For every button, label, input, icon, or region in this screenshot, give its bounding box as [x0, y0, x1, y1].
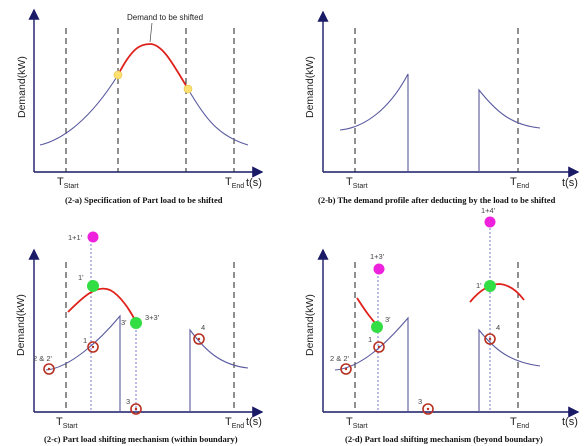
label-1: 1 [83, 336, 87, 345]
shifted-segment-right [469, 283, 525, 303]
y-axis-label: Demand(kW) [15, 294, 27, 356]
label-4: 4 [201, 323, 205, 332]
panel-d: Demand(kW) t(s) 1+3' 3' 1+4' 1' 1 2 & 2'… [304, 206, 580, 444]
shift-start-marker [113, 70, 123, 80]
point-3 [422, 403, 434, 415]
label-3-plus-3p: 3+3' [145, 313, 160, 322]
point-4 [484, 333, 496, 345]
t-end-label: TEnd [510, 176, 529, 190]
label-1-plus-4p: 1+4' [481, 206, 496, 215]
panel-a: Demand(kW) t(s) Demand to be shifted TSt… [16, 8, 264, 205]
t-start-label: TStart [57, 176, 79, 190]
point-1p [87, 280, 99, 292]
shifted-load-segment [67, 287, 137, 323]
point-1 [373, 341, 385, 353]
demand-curve-left [39, 74, 119, 146]
point-4 [193, 333, 205, 345]
label-3p: 3' [121, 318, 127, 327]
label-1p: 1' [78, 273, 84, 282]
t-end-label: TEnd [225, 176, 244, 190]
point-3 [130, 403, 142, 415]
label-3: 3 [418, 397, 422, 406]
annotation-pointer [149, 22, 153, 43]
shift-end-marker [183, 84, 193, 94]
label-1p: 1' [476, 281, 482, 290]
point-1p [484, 280, 496, 292]
demand-curve-right [187, 88, 249, 146]
y-axis-label: Demand(kW) [304, 294, 316, 356]
caption-a: (2-a) Specification of Part load to be s… [65, 195, 223, 205]
x-axis-label: t(s) [562, 416, 578, 428]
t-start-label: TStart [56, 416, 78, 430]
label-2-2p: 2 & 2' [330, 354, 350, 363]
point-2-2p [43, 363, 55, 375]
caption-c: (2-c) Part load shifting mechanism (with… [44, 434, 238, 444]
label-3p: 3' [385, 315, 391, 324]
point-3p [371, 321, 383, 333]
y-axis-label: Demand(kW) [304, 56, 316, 118]
t-start-label: TStart [346, 176, 368, 190]
reduced-curve-left [334, 316, 409, 412]
t-end-label: TEnd [225, 416, 244, 430]
point-1-plus-3p [373, 263, 385, 275]
x-axis-label: t(s) [562, 177, 578, 189]
x-axis-label: t(s) [246, 177, 262, 189]
label-1-plus-1p: 1+1' [68, 233, 83, 242]
reduced-curve-right [478, 328, 541, 412]
panel-c: Demand(kW) t(s) 1+1' 1' 3+3' 3' 1 2 & 2'… [15, 231, 264, 444]
label-2-2p: 2 & 2' [33, 354, 53, 363]
caption-b: (2-b) The demand profile after deducting… [318, 195, 556, 205]
label-3: 3 [126, 397, 130, 406]
t-start-label: TStart [346, 416, 368, 430]
x-axis-label: t(s) [246, 416, 262, 428]
point-2-2p [340, 363, 352, 375]
y-axis-label: Demand(kW) [16, 56, 28, 118]
t-end-label: TEnd [510, 416, 529, 430]
demand-to-shift-segment [117, 43, 189, 90]
point-1-plus-4p [484, 216, 496, 228]
demand-annotation: Demand to be shifted [127, 13, 203, 22]
point-3-plus-3p [130, 317, 142, 329]
reduced-curve-left [45, 314, 121, 412]
panel-b: Demand(kW) t(s) TStart TEnd (2-b) The de… [304, 10, 580, 205]
caption-d: (2-d) Part load shifting mechanism (beyo… [345, 434, 543, 444]
point-1-plus-1p [87, 231, 99, 243]
point-1 [87, 341, 99, 353]
label-1-plus-3p: 1+3' [370, 252, 385, 261]
label-4: 4 [496, 323, 500, 332]
reduced-curve-left [339, 73, 409, 172]
reduced-curve-right [189, 328, 249, 412]
reduced-curve-right [478, 88, 541, 172]
label-1: 1 [368, 335, 372, 344]
